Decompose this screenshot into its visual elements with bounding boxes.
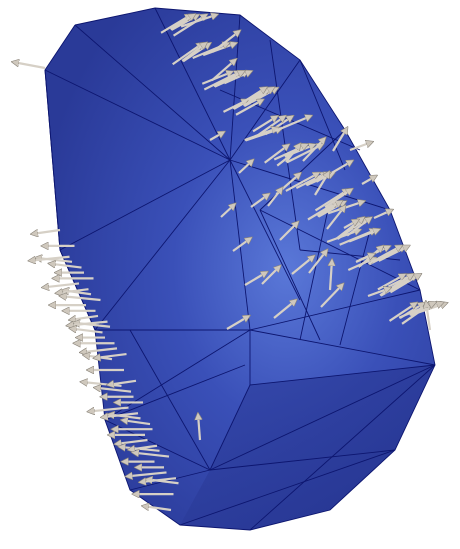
normal-arrow <box>102 412 139 417</box>
normal-arrow <box>181 43 206 62</box>
normal-arrow <box>367 246 401 265</box>
normal-arrow <box>232 238 251 252</box>
normal-arrow <box>172 43 203 66</box>
normal-arrow <box>314 189 348 212</box>
normal-arrow <box>32 228 61 234</box>
normal-arrow <box>203 71 240 91</box>
normal-arrow <box>332 128 347 152</box>
normal-arrow <box>330 260 332 291</box>
normal-arrow <box>307 201 338 221</box>
normal-arrow <box>349 142 372 152</box>
normal-arrow <box>213 71 244 88</box>
normal-arrow <box>308 250 327 274</box>
normal-arrow <box>261 266 280 285</box>
normal-arrow <box>291 256 314 275</box>
normal-arrow <box>30 255 70 261</box>
normal-arrow <box>295 173 326 190</box>
normal-arrow <box>140 477 177 482</box>
normal-arrow <box>198 414 200 441</box>
normal-arrow <box>264 145 289 164</box>
normal-arrow <box>389 274 420 294</box>
normal-arrow <box>355 254 374 264</box>
normal-arrow <box>279 222 298 241</box>
normal-arrow <box>61 296 101 302</box>
normal-arrow <box>13 62 46 70</box>
normal-arrow <box>50 264 82 269</box>
normal-arrow <box>172 15 207 37</box>
normal-arrow <box>377 274 405 291</box>
normal-arrow <box>242 88 274 107</box>
normal-arrow <box>361 176 376 185</box>
normal-arrow <box>95 388 132 393</box>
normal-arrow <box>326 230 360 243</box>
normal-arrow <box>160 15 191 34</box>
normal-arrow <box>89 406 129 412</box>
normal-arrow <box>244 128 278 142</box>
normal-arrow <box>316 201 342 218</box>
normal-arrow <box>426 302 432 331</box>
normal-arrow <box>373 210 392 220</box>
normal-arrow <box>212 31 240 53</box>
normal-arrow <box>82 382 122 388</box>
mesh-lower-face <box>180 365 435 530</box>
normal-arrow <box>302 138 325 162</box>
normal-arrow <box>367 288 390 298</box>
normal-arrow <box>320 284 343 308</box>
normal-arrow <box>122 420 151 426</box>
normal-arrow <box>273 300 296 319</box>
normal-arrow <box>315 161 352 183</box>
normal-arrow <box>71 328 103 334</box>
normal-arrow <box>273 144 307 161</box>
normal-arrows <box>13 0 446 512</box>
normal-arrow <box>95 352 127 358</box>
normal-arrow <box>324 189 352 208</box>
normal-arrow <box>285 144 300 163</box>
normal-arrow <box>244 272 267 286</box>
normal-arrow <box>274 116 311 132</box>
normal-arrow <box>378 246 409 262</box>
normal-arrow <box>232 88 266 110</box>
normal-arrow <box>252 116 277 133</box>
normal-arrow <box>235 100 263 116</box>
normal-arrow <box>314 172 329 196</box>
normal-arrow <box>180 15 217 28</box>
normal-arrow <box>285 173 319 192</box>
normal-arrow <box>220 204 235 218</box>
normal-arrow <box>388 303 417 322</box>
normal-arrow <box>211 59 236 82</box>
normal-arrow <box>133 453 170 458</box>
normal-arrow <box>343 220 358 229</box>
normal-arrow <box>43 282 80 287</box>
normal-arrow <box>348 229 379 243</box>
normal-arrow <box>238 160 253 174</box>
normal-arrow <box>201 72 232 85</box>
normal-arrow <box>326 206 345 230</box>
normal-arrow <box>209 132 224 141</box>
normal-arrow <box>192 43 229 60</box>
normal-arrow <box>127 471 167 476</box>
normal-arrow <box>250 194 269 208</box>
normal-arrow <box>267 188 282 207</box>
normal-arrow <box>170 14 195 31</box>
normal-arrow <box>226 316 249 330</box>
normal-arrow <box>108 379 137 385</box>
normal-arrow <box>346 218 371 237</box>
normal-arrow <box>143 506 172 512</box>
